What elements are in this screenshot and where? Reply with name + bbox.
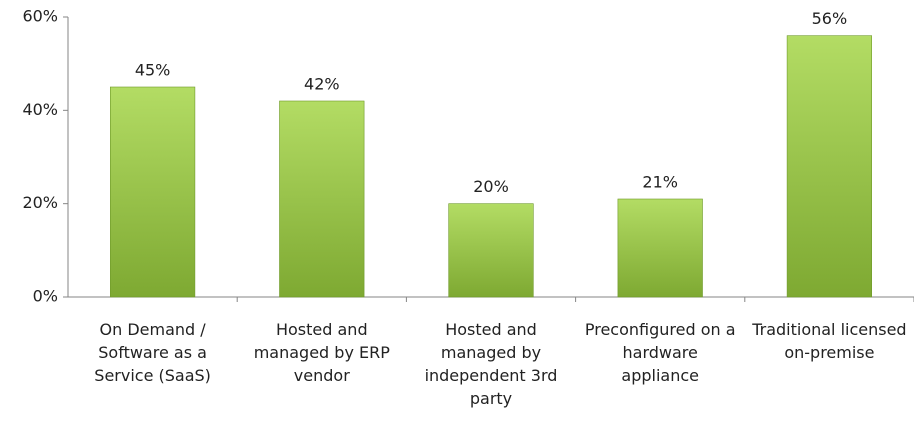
y-tick-label: 60% [22,7,58,26]
x-tick-label: Hosted and managed by independent 3rd party [425,320,558,408]
bar [786,35,872,298]
data-label: 20% [473,177,509,196]
bar [110,86,196,298]
x-tick-label: Traditional licensed on-premise [751,320,906,362]
data-label: 45% [135,61,171,80]
x-tick-label: Preconfigured on a hardware appliance [585,320,736,385]
bar [279,100,365,298]
data-label: 56% [812,9,848,28]
y-tick-label: 40% [22,100,58,119]
data-label: 21% [642,173,678,192]
x-tick-label: Hosted and managed by ERP vendor [254,320,391,385]
y-tick-label: 0% [33,287,58,306]
bar [448,203,534,298]
x-tick-label: On Demand / Software as a Service (SaaS) [94,320,211,385]
y-tick-label: 20% [22,193,58,212]
data-label: 42% [304,75,340,94]
bar [617,198,703,298]
